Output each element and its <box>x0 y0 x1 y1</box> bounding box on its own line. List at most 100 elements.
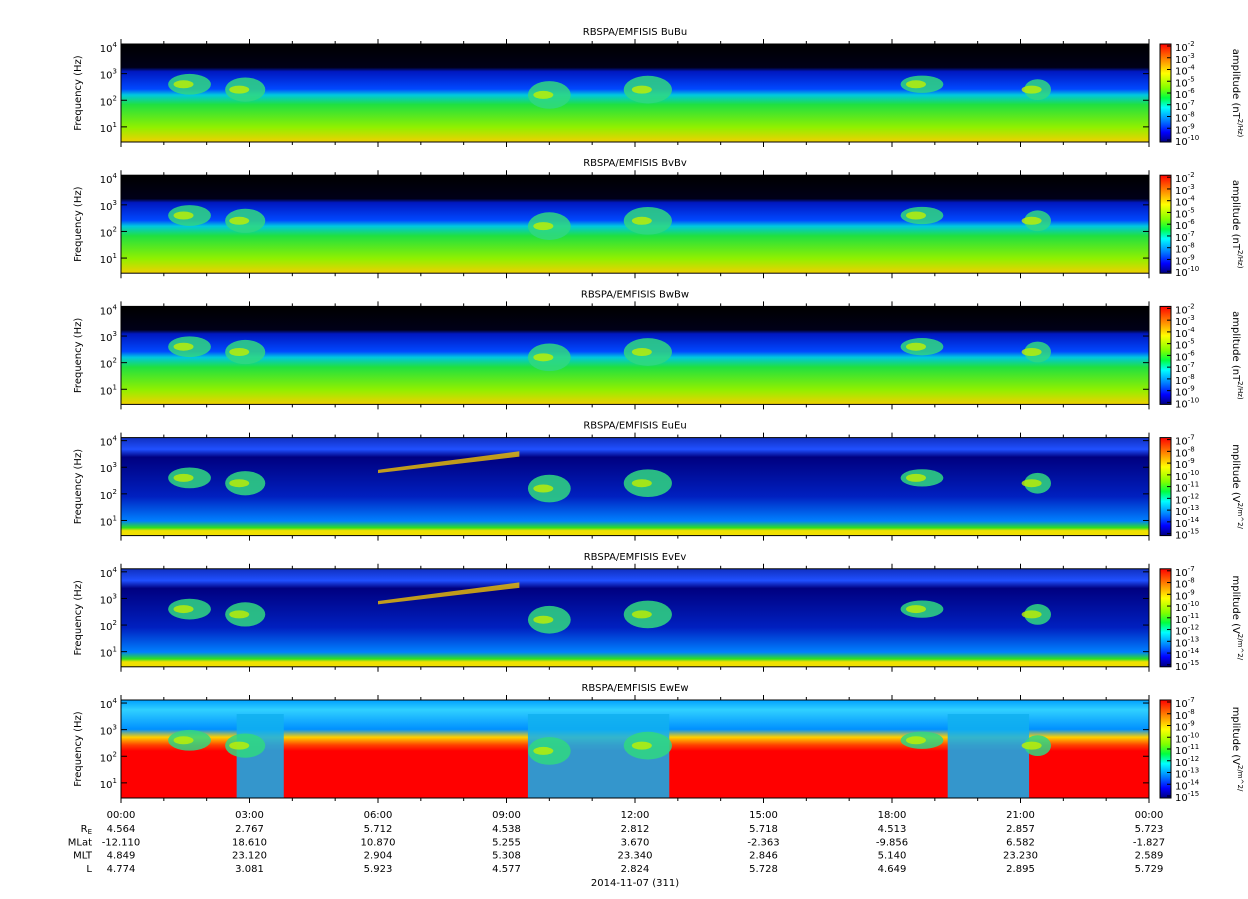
y-tick-label: 103 <box>100 461 117 475</box>
colorbar-tick-label: 10-15 <box>1175 528 1199 542</box>
colorbar-tick-label: 10-9 <box>1175 588 1195 602</box>
y-tick-label: 104 <box>100 566 118 580</box>
y-tick-label: 101 <box>100 777 117 791</box>
ephemeris-label: MLT <box>73 851 93 862</box>
panel <box>121 306 1149 405</box>
ephemeris-value: 4.513 <box>878 824 907 835</box>
panel-title: RBSPA/EMFISIS BvBv <box>583 158 687 169</box>
ephemeris-value: -12.110 <box>102 837 141 848</box>
colorbar-tick-label: 10-12 <box>1175 492 1199 506</box>
colorbar-tick-label: 10-12 <box>1175 624 1199 638</box>
colorbar-tick-label: 10-3 <box>1175 183 1195 197</box>
ephemeris-value: 4.849 <box>107 851 136 862</box>
y-tick-label: 104 <box>100 41 118 55</box>
spectrogram-feature <box>905 211 926 220</box>
y-tick-label: 101 <box>100 646 117 660</box>
ephemeris-value: 2.767 <box>235 824 264 835</box>
ephemeris-value: 2.846 <box>749 851 778 862</box>
colorbar-tick-label: 10-7 <box>1175 99 1195 113</box>
ephemeris-value: 2.589 <box>1135 851 1164 862</box>
ephemeris-value: 23.340 <box>618 851 653 862</box>
ephemeris-value: 2.895 <box>1006 864 1035 875</box>
colorbar-tick-label: 10-9 <box>1175 720 1195 734</box>
ephemeris-value: 6.582 <box>1006 837 1035 848</box>
y-tick-label: 103 <box>100 68 117 82</box>
spectrogram-feature <box>378 582 520 605</box>
colorbar-tick-label: 10-5 <box>1175 206 1195 220</box>
colorbar-tick-label: 10-8 <box>1175 708 1195 722</box>
y-axis-label: Frequency (Hz) <box>73 186 84 262</box>
panel-title: RBSPA/EMFISIS BuBu <box>583 27 687 38</box>
colorbar-tick-label: 10-8 <box>1175 373 1195 387</box>
ephemeris-value: 5.923 <box>364 864 393 875</box>
colorbar-tick-label: 10-11 <box>1175 481 1199 495</box>
y-tick-label: 101 <box>100 514 117 528</box>
colorbar-tick-label: 10-14 <box>1175 516 1200 530</box>
x-tick-label: 21:00 <box>1006 810 1035 821</box>
ephemeris-value: 2.812 <box>621 824 650 835</box>
colorbar-tick-label: 10-3 <box>1175 52 1195 66</box>
y-tick-label: 101 <box>100 121 117 135</box>
spectrogram-feature <box>533 353 554 362</box>
colorbar-tick-label: 10-3 <box>1175 314 1195 328</box>
ephemeris-value: 2.824 <box>621 864 650 875</box>
y-tick-label: 103 <box>100 724 117 738</box>
x-tick-label: 06:00 <box>364 810 393 821</box>
x-tick-label: 00:00 <box>1135 810 1164 821</box>
colorbar-tick-label: 10-9 <box>1175 457 1195 471</box>
ephemeris-value: 5.729 <box>1135 864 1164 875</box>
colorbar-tick-label: 10-9 <box>1175 253 1195 267</box>
ephemeris-value: 5.255 <box>492 837 521 848</box>
y-tick-label: 103 <box>100 592 117 606</box>
y-tick-label: 102 <box>100 750 117 764</box>
colorbar-tick-label: 10-13 <box>1175 635 1199 649</box>
colorbar-tick-label: 10-4 <box>1175 326 1195 340</box>
ephemeris-value: 23.230 <box>1003 851 1038 862</box>
colorbar-tick-label: 10-15 <box>1175 659 1199 673</box>
spectrogram-feature <box>229 216 250 225</box>
colorbar-tick-label: 10-8 <box>1175 445 1195 459</box>
panel-title: RBSPA/EMFISIS EuEu <box>583 421 686 432</box>
ephemeris-label: RE <box>81 824 92 836</box>
ephemeris-value: 2.904 <box>364 851 393 862</box>
colorbar-label-clip: mplitude (V2/m^2/ <box>1230 575 1244 660</box>
spectrogram-feature <box>905 342 926 351</box>
ephemeris-value: -1.827 <box>1133 837 1165 848</box>
colorbar-tick-label: 10-2 <box>1175 171 1195 185</box>
y-axis-label: Frequency (Hz) <box>73 711 84 787</box>
y-tick-label: 103 <box>100 199 117 213</box>
spectrogram-feature <box>173 80 194 89</box>
ephemeris-value: 4.649 <box>878 864 907 875</box>
spectrogram-feature <box>905 605 926 614</box>
colorbar-tick-label: 10-7 <box>1175 696 1195 710</box>
colorbar-tick-label: 10-8 <box>1175 111 1195 125</box>
colorbar-tick-label: 10-10 <box>1175 396 1199 410</box>
spectrogram-feature <box>533 484 554 493</box>
ephemeris-label: MLat <box>68 837 92 848</box>
y-tick-label: 104 <box>100 697 118 711</box>
y-tick-label: 103 <box>100 330 117 344</box>
ephemeris-value: 18.610 <box>232 837 267 848</box>
colorbar-label-clip: mplitude (V2/m^2/ <box>1230 707 1244 792</box>
panel-title: RBSPA/EMFISIS EvEv <box>584 552 687 563</box>
x-tick-label: 03:00 <box>235 810 264 821</box>
x-tick-label: 15:00 <box>749 810 778 821</box>
colorbar-tick-label: 10-8 <box>1175 242 1195 256</box>
spectrogram-feature <box>1021 216 1042 225</box>
colorbar-tick-label: 10-13 <box>1175 767 1199 781</box>
spectrogram-feature <box>533 746 554 755</box>
ephemeris-value: 5.308 <box>492 851 521 862</box>
colorbar-tick-label: 10-10 <box>1175 469 1199 483</box>
spectrogram-feature <box>173 605 194 614</box>
spectrogram-feature <box>378 451 520 474</box>
colorbar-tick-label: 10-4 <box>1175 64 1195 78</box>
spectrogram-feature <box>631 216 652 225</box>
colorbar-tick-label: 10-11 <box>1175 743 1199 757</box>
ephemeris-value: 3.081 <box>235 864 264 875</box>
ephemeris-value: 4.774 <box>107 864 136 875</box>
y-tick-label: 102 <box>100 225 117 239</box>
y-tick-label: 104 <box>100 303 118 317</box>
colorbar-tick-label: 10-7 <box>1175 361 1195 375</box>
colorbar-tick-label: 10-14 <box>1175 647 1200 661</box>
